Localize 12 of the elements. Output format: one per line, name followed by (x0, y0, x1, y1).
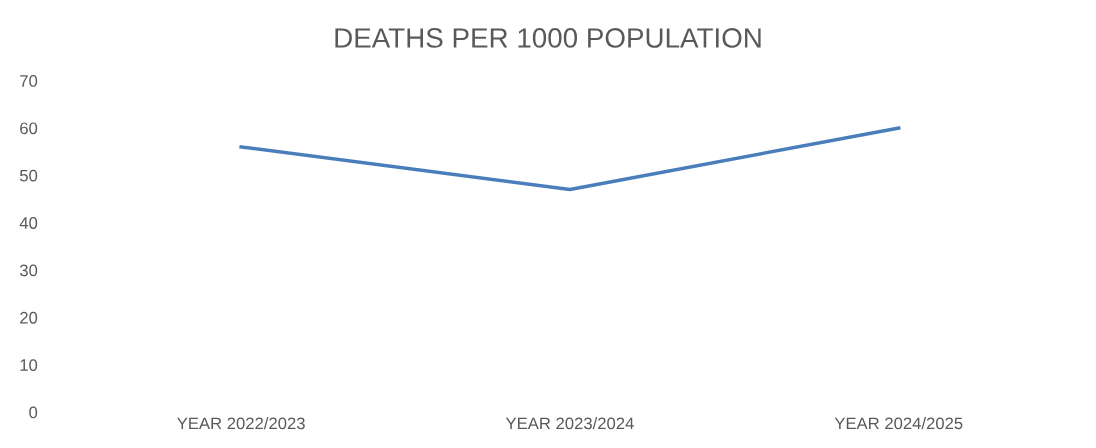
chart-title: DEATHS PER 1000 POPULATION (335, 28, 761, 48)
y-tick-label: 30 (19, 264, 38, 277)
y-tick-label: 60 (20, 122, 38, 135)
y-tick-label: 0 (29, 406, 38, 419)
y-tick-label: 20 (20, 311, 38, 324)
x-tick-label: YEAR 2023/2024 (505, 417, 634, 430)
x-tick-label: YEAR 2022/2023 (177, 417, 305, 430)
y-tick-label: 10 (20, 359, 38, 371)
x-tick-label: YEAR 2024/2025 (834, 417, 963, 430)
y-tick-label: 70 (20, 75, 38, 87)
y-tick-label: 50 (19, 169, 38, 182)
y-tick-label: 40 (19, 217, 38, 229)
